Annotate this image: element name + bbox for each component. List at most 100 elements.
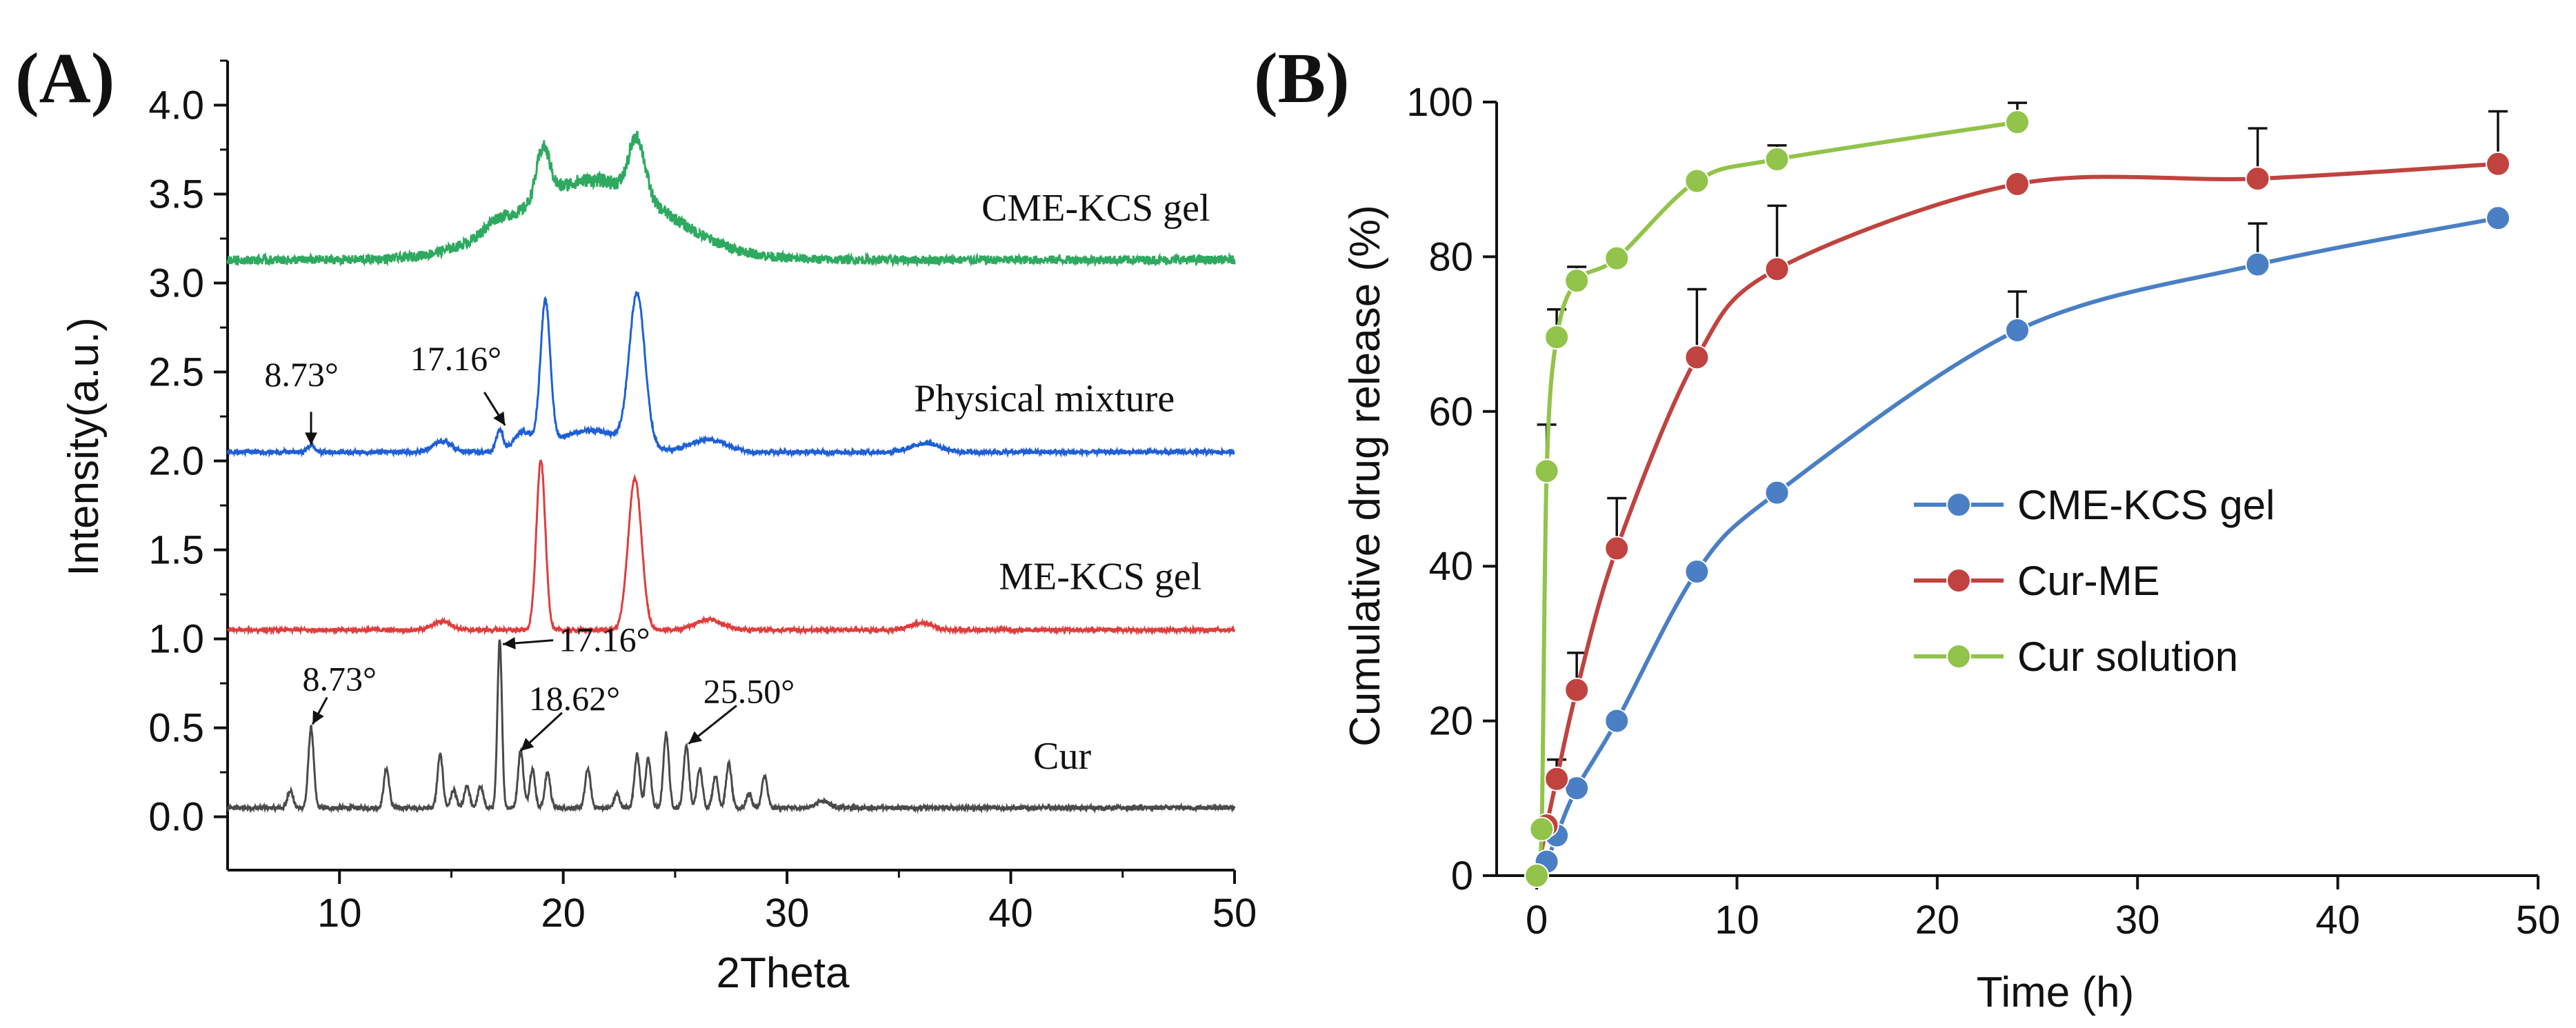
xrd-trace-label: Cur — [1033, 735, 1091, 778]
legend-marker-cur-solution — [1946, 644, 1971, 669]
xrd-annotation-arrowhead — [521, 738, 535, 752]
xrd-x-tick-label: 10 — [317, 891, 362, 936]
xrd-series — [226, 130, 1236, 814]
xrd-annotation-label: 18.62° — [529, 679, 621, 718]
release-x-tick-label: 40 — [2315, 898, 2360, 943]
xrd-y-axis-title: Intensity(a.u.) — [60, 317, 108, 576]
release-line-cur-me — [1535, 161, 2499, 876]
release-y-tick-label: 80 — [1428, 234, 1473, 279]
release-point-cme-kcs-gel — [2005, 317, 2030, 343]
release-panel: (B) 0 10 20 30 40 50 0 20 40 60 80 100 CME-KCS gel… — [1254, 39, 2560, 1016]
xrd-annotation-arrowhead — [312, 710, 324, 725]
xrd-trace-cme-kcs-gel — [226, 130, 1236, 268]
release-x-tick-label: 50 — [2516, 898, 2561, 943]
xrd-y-tick-label: 1.0 — [148, 617, 204, 662]
xrd-x-tick-label: 30 — [765, 891, 810, 936]
release-point-cur-solution — [1604, 245, 1630, 271]
release-point-cur-solution — [1534, 458, 1559, 484]
xrd-annotation-arrowhead — [493, 411, 506, 425]
xrd-y-tick-label: 0.0 — [148, 795, 204, 840]
release-y-ticks: 0 20 40 60 80 100 — [1406, 80, 1497, 898]
xrd-annotation-label: 17.16° — [559, 621, 650, 659]
release-point-cme-kcs-gel — [1764, 480, 1790, 505]
xrd-x-axis-title: 2Theta — [716, 949, 850, 997]
xrd-y-tick-label: 0.5 — [148, 706, 204, 751]
xrd-y-tick-label: 4.0 — [148, 83, 204, 128]
legend-label: Cur solution — [2017, 634, 2238, 680]
release-point-cur-me — [2245, 166, 2270, 192]
xrd-peak-annotation: 25.50° — [688, 672, 795, 745]
release-y-tick-label: 100 — [1406, 80, 1473, 125]
release-x-tick-label: 30 — [2115, 898, 2160, 943]
release-y-tick-label: 60 — [1428, 390, 1473, 434]
release-x-tick-label: 0 — [1526, 898, 1548, 943]
release-point-cur-solution — [1529, 816, 1555, 842]
xrd-annotation-label: 17.16° — [410, 339, 502, 378]
release-x-axis-title: Time (h) — [1977, 969, 2134, 1016]
release-point-cur-solution — [1544, 325, 1570, 350]
panel-b-label: (B) — [1254, 39, 1350, 118]
xrd-panel: (A) 10 20 30 40 50 0.0 0.5 1.0 1.5 2.0 2.5 3.0 3.5 4… — [15, 39, 1257, 997]
release-point-cur-me — [1564, 677, 1590, 703]
release-y-axis-title: Cumulative drug release (%) — [1341, 205, 1389, 747]
release-axes — [1495, 102, 2538, 877]
panel-a-label: (A) — [15, 39, 114, 118]
xrd-trace-label: CME-KCS gel — [981, 187, 1210, 230]
release-y-tick-label: 20 — [1428, 699, 1473, 744]
xrd-trace-labels: Cur ME-KCS gel Physical mixture CME-KCS gel — [914, 187, 1210, 778]
release-point-cur-me — [1764, 256, 1790, 282]
legend-label: Cur-ME — [2017, 558, 2160, 604]
release-point-cme-kcs-gel — [1604, 708, 1630, 734]
xrd-y-tick-label: 3.5 — [148, 172, 204, 217]
xrd-annotation-arrowhead — [503, 636, 516, 649]
xrd-trace-cur — [226, 639, 1236, 814]
release-point-cur-me — [2005, 171, 2030, 196]
xrd-peak-annotation: 17.16° — [502, 621, 650, 659]
release-point-cur-solution — [1524, 863, 1550, 888]
release-line-cme-kcs-gel — [1535, 216, 2499, 877]
release-point-cur-solution — [2005, 110, 2030, 135]
xrd-y-tick-label: 3.0 — [148, 261, 204, 306]
release-y-tick-label: 40 — [1428, 544, 1473, 589]
xrd-y-tick-label: 1.5 — [148, 528, 204, 573]
release-point-cme-kcs-gel — [2245, 252, 2270, 277]
release-point-cme-kcs-gel — [1564, 776, 1590, 801]
release-legend: CME-KCS gel Cur-ME Cur solution — [1914, 482, 2275, 680]
release-point-cur-me — [1544, 766, 1570, 792]
xrd-annotation-label: 8.73° — [264, 355, 339, 394]
release-series — [1524, 110, 2510, 888]
release-point-cur-solution — [1564, 268, 1590, 294]
legend-marker-cme-kcs-gel — [1946, 492, 1971, 517]
xrd-trace-me-kcs-gel — [226, 459, 1236, 636]
xrd-trace-label: ME-KCS gel — [999, 555, 1201, 598]
release-point-cur-me — [1684, 345, 1710, 370]
release-point-cur-solution — [1764, 147, 1790, 172]
xrd-x-tick-label: 20 — [541, 891, 586, 936]
xrd-peak-annotations: 8.73° 17.16° 8.73° 17.16° 18.62° 25.50° — [264, 339, 795, 752]
xrd-annotation-arrowhead — [305, 432, 318, 445]
xrd-peak-annotation: 17.16° — [410, 339, 506, 426]
xrd-peak-annotation: 8.73° — [264, 355, 339, 445]
legend-label: CME-KCS gel — [2017, 482, 2275, 528]
release-x-tick-label: 20 — [1915, 898, 1960, 943]
xrd-y-ticks: 0.0 0.5 1.0 1.5 2.0 2.5 3.0 3.5 4.0 — [148, 59, 228, 840]
release-x-ticks: 0 10 20 30 40 50 — [1526, 876, 2560, 943]
xrd-peak-annotation: 8.73° — [302, 659, 377, 725]
release-x-tick-label: 10 — [1715, 898, 1759, 943]
xrd-annotation-label: 8.73° — [302, 659, 377, 698]
xrd-trace-physical-mixture — [226, 291, 1235, 458]
xrd-annotation-label: 25.50° — [703, 672, 795, 710]
release-point-cme-kcs-gel — [1684, 559, 1710, 585]
release-point-cur-solution — [1684, 168, 1710, 194]
xrd-trace-label: Physical mixture — [914, 377, 1175, 420]
release-point-cur-me — [2485, 151, 2510, 177]
xrd-x-tick-label: 50 — [1212, 891, 1257, 936]
xrd-y-tick-label: 2.5 — [148, 350, 204, 395]
release-y-tick-label: 0 — [1451, 854, 1473, 898]
legend-marker-cur-me — [1946, 568, 1971, 593]
xrd-x-ticks: 10 20 30 40 50 — [317, 870, 1257, 936]
xrd-y-tick-label: 2.0 — [148, 439, 204, 484]
release-point-cur-me — [1604, 536, 1630, 561]
xrd-x-tick-label: 40 — [988, 891, 1033, 936]
